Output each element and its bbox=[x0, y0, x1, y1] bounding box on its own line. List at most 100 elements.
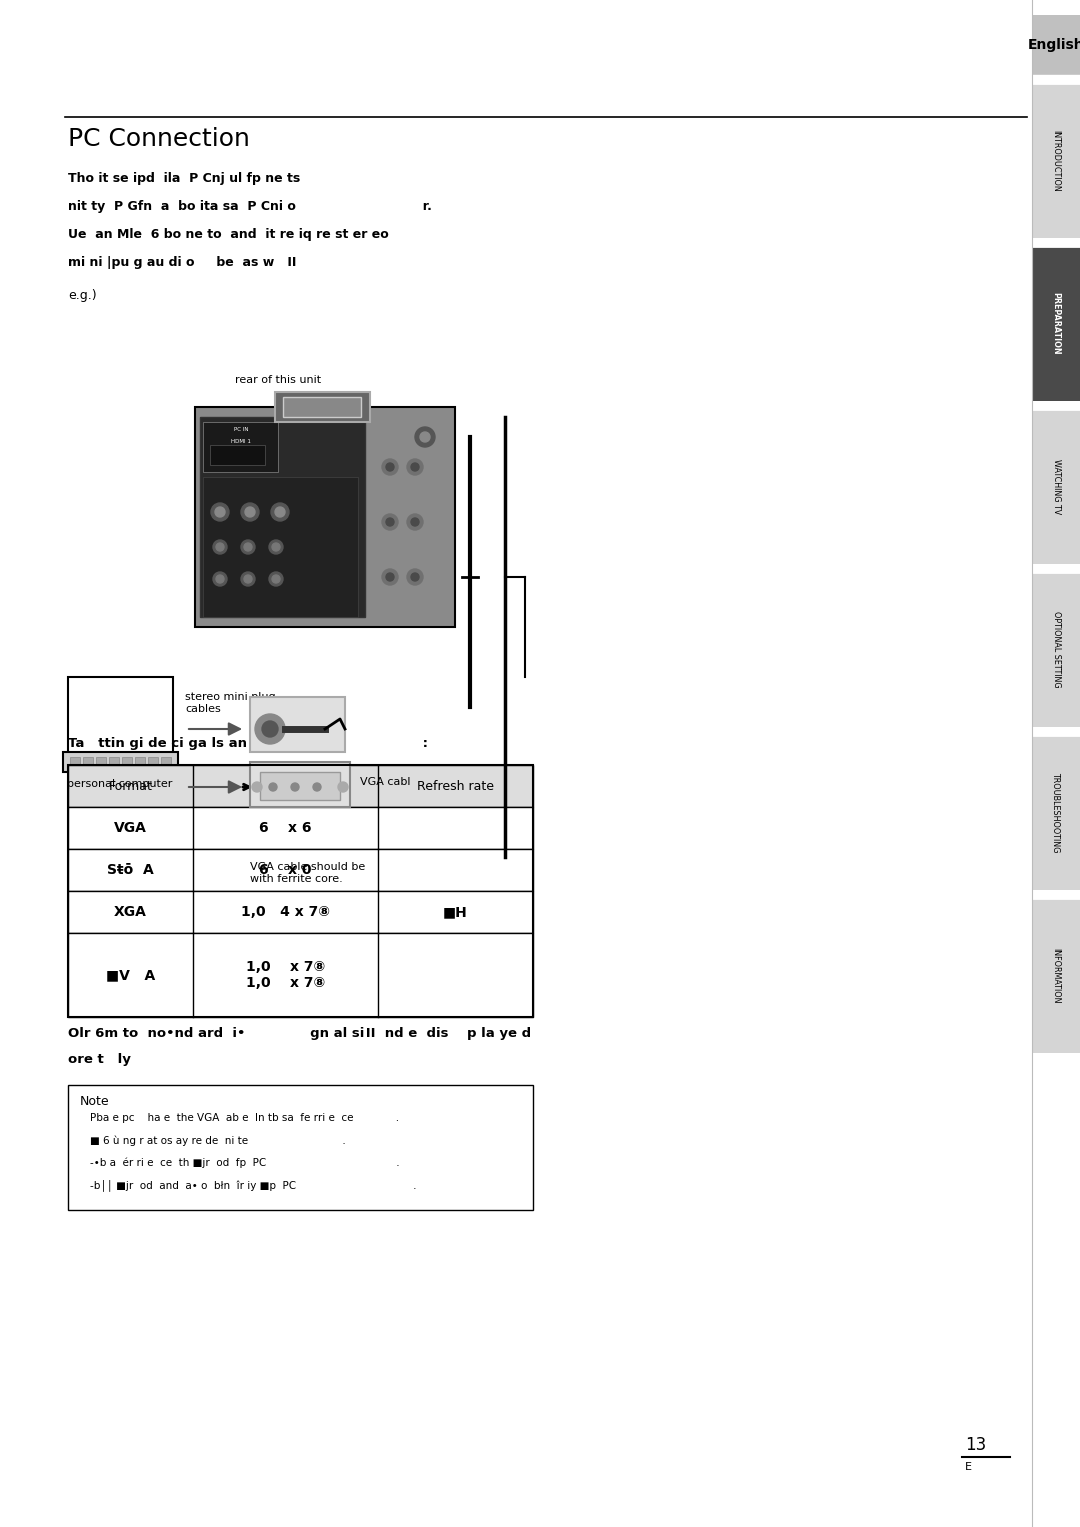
Bar bbox=[122, 757, 132, 770]
Bar bbox=[68, 765, 534, 806]
Circle shape bbox=[271, 502, 289, 521]
Bar bbox=[249, 696, 345, 751]
Text: Refresh rate: Refresh rate bbox=[417, 779, 494, 793]
Bar bbox=[210, 444, 265, 466]
Circle shape bbox=[386, 518, 394, 525]
Circle shape bbox=[215, 507, 225, 518]
Text: 6   x 0: 6 x 0 bbox=[259, 863, 312, 876]
Bar bbox=[68, 676, 173, 757]
Text: Resdution: Resdution bbox=[255, 779, 316, 793]
Bar bbox=[283, 397, 361, 417]
Text: rear of this unit: rear of this unit bbox=[235, 376, 321, 385]
Text: PC Connection: PC Connection bbox=[68, 127, 249, 151]
Text: INTRODUCTION: INTRODUCTION bbox=[1052, 130, 1061, 191]
Circle shape bbox=[269, 783, 276, 791]
Circle shape bbox=[213, 573, 227, 586]
Circle shape bbox=[245, 507, 255, 518]
Circle shape bbox=[291, 783, 299, 791]
Text: VGA cabl: VGA cabl bbox=[360, 777, 410, 786]
Text: XGA: XGA bbox=[114, 906, 147, 919]
Circle shape bbox=[216, 576, 224, 583]
Circle shape bbox=[407, 460, 423, 475]
Text: E: E bbox=[966, 1461, 972, 1472]
Circle shape bbox=[407, 515, 423, 530]
Bar bbox=[68, 849, 534, 890]
Circle shape bbox=[411, 573, 419, 580]
Text: Format: Format bbox=[109, 779, 152, 793]
Bar bbox=[195, 408, 455, 628]
Bar bbox=[68, 1086, 534, 1209]
Text: ore t   ly: ore t ly bbox=[68, 1054, 131, 1066]
Bar bbox=[68, 890, 534, 933]
Text: 6   x 6: 6 x 6 bbox=[259, 822, 312, 835]
Circle shape bbox=[272, 576, 280, 583]
Text: OPTIONAL SETTING: OPTIONAL SETTING bbox=[1052, 611, 1061, 687]
Circle shape bbox=[411, 518, 419, 525]
Circle shape bbox=[241, 541, 255, 554]
Text: 1,0   x 7⑧
1,0   x 7⑧: 1,0 x 7⑧ 1,0 x 7⑧ bbox=[246, 960, 325, 989]
Text: ■H: ■H bbox=[443, 906, 468, 919]
Text: -•b a  ér ri e  ce  th ■jr  od  fp  PC                                        .: -•b a ér ri e ce th ■jr od fp PC . bbox=[90, 1157, 400, 1168]
Circle shape bbox=[313, 783, 321, 791]
Circle shape bbox=[386, 573, 394, 580]
Circle shape bbox=[244, 576, 252, 583]
Circle shape bbox=[338, 782, 348, 793]
Text: mi ni |pu g au di o     be  as w   II: mi ni |pu g au di o be as w II bbox=[68, 257, 296, 269]
Bar bbox=[249, 762, 350, 806]
Circle shape bbox=[241, 573, 255, 586]
Bar bbox=[203, 421, 278, 472]
Text: Ta   ttin gi de ci ga ls an  b  di la yd                    :: Ta ttin gi de ci ga ls an b di la yd : bbox=[68, 738, 428, 750]
Text: Pba e pc    ha e  the VGA  ab e  ln tb sa  fe rri e  ce             .: Pba e pc ha e the VGA ab e ln tb sa fe r… bbox=[90, 1113, 400, 1122]
Text: Olr 6m to  no•nd ard  i•              gn al si II  nd e  dis    p la ye d: Olr 6m to no•nd ard i• gn al si II nd e … bbox=[68, 1028, 531, 1040]
Text: VGA cable should be
with ferrite core.: VGA cable should be with ferrite core. bbox=[249, 863, 365, 884]
Text: WATCHING TV: WATCHING TV bbox=[1052, 460, 1061, 515]
Text: 13: 13 bbox=[966, 1435, 986, 1454]
Circle shape bbox=[252, 782, 262, 793]
Bar bbox=[68, 806, 534, 849]
Circle shape bbox=[420, 432, 430, 441]
Circle shape bbox=[386, 463, 394, 470]
Circle shape bbox=[415, 428, 435, 447]
Bar bbox=[83, 757, 93, 770]
Bar bbox=[96, 757, 106, 770]
Text: nit ty  P Gfn  a  bo ita sa  P Cni o                             r.: nit ty P Gfn a bo ita sa P Cni o r. bbox=[68, 200, 432, 212]
Text: ■V   A: ■V A bbox=[106, 968, 156, 982]
Text: Tho it se ipd  ila  P Cnj ul fp ne ts: Tho it se ipd ila P Cnj ul fp ne ts bbox=[68, 173, 300, 185]
Bar bbox=[1032, 898, 1080, 1054]
Circle shape bbox=[382, 570, 399, 585]
Text: ■ 6 ù ng r at os ay re de  ni te                             .: ■ 6 ù ng r at os ay re de ni te . bbox=[90, 1135, 346, 1145]
Bar bbox=[200, 417, 365, 617]
Bar bbox=[203, 476, 357, 617]
Bar bbox=[1032, 573, 1080, 727]
Text: HDMI 1: HDMI 1 bbox=[231, 438, 251, 444]
Bar bbox=[63, 751, 178, 773]
Circle shape bbox=[407, 570, 423, 585]
Text: 1,0  4 x 7⑧: 1,0 4 x 7⑧ bbox=[241, 906, 330, 919]
Bar bbox=[148, 757, 158, 770]
Text: personal computer: personal computer bbox=[67, 779, 173, 789]
Text: -b││ ■jr  od  and  a• o  błn  îr iy ■p  PC                                    .: -b││ ■jr od and a• o błn îr iy ■p PC . bbox=[90, 1179, 417, 1191]
Text: stereo mini plug
cables: stereo mini plug cables bbox=[185, 692, 275, 713]
Circle shape bbox=[244, 544, 252, 551]
Text: Sŧō  A: Sŧō A bbox=[107, 863, 153, 876]
Text: VGA: VGA bbox=[114, 822, 147, 835]
Text: PREPARATION: PREPARATION bbox=[1052, 292, 1061, 354]
Text: TROUBLESHOOTING: TROUBLESHOOTING bbox=[1052, 773, 1061, 852]
Circle shape bbox=[411, 463, 419, 470]
Text: Ue  an Mle  6 bo ne to  and  it re iq re st er eo: Ue an Mle 6 bo ne to and it re iq re st … bbox=[68, 228, 389, 241]
Bar bbox=[161, 757, 171, 770]
Bar bbox=[1032, 15, 1080, 75]
Text: Note: Note bbox=[80, 1095, 110, 1109]
Text: e.g.): e.g.) bbox=[68, 289, 96, 302]
Circle shape bbox=[255, 715, 285, 744]
Bar bbox=[275, 392, 370, 421]
Bar bbox=[1032, 246, 1080, 402]
Bar bbox=[260, 773, 340, 800]
Circle shape bbox=[382, 515, 399, 530]
Circle shape bbox=[269, 573, 283, 586]
Bar bbox=[68, 933, 534, 1017]
Circle shape bbox=[216, 544, 224, 551]
Circle shape bbox=[275, 507, 285, 518]
Bar bbox=[109, 757, 119, 770]
Bar bbox=[1032, 409, 1080, 563]
